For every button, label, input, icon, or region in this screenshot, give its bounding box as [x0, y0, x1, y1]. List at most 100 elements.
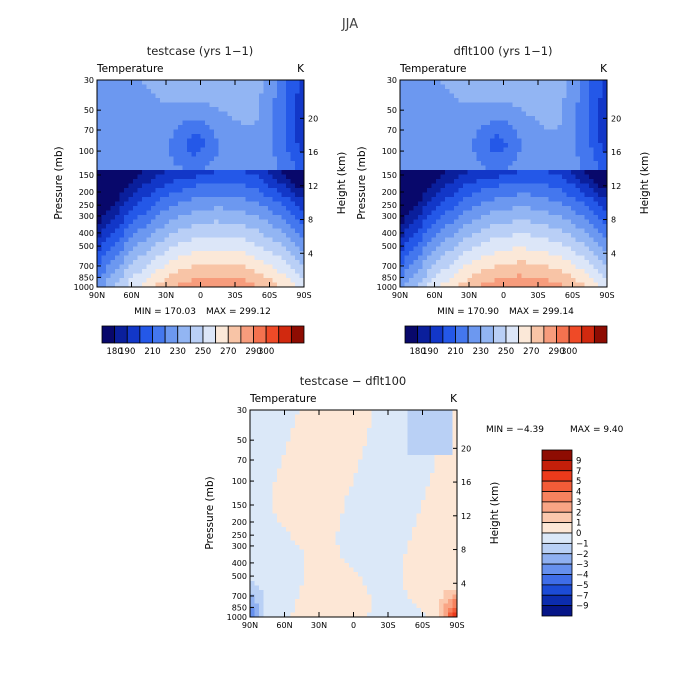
field-cell: [440, 260, 446, 266]
field-cell: [119, 120, 125, 126]
field-cell: [508, 228, 514, 234]
field-cell: [101, 161, 107, 167]
field-cell: [530, 129, 536, 135]
field-cell: [571, 107, 577, 113]
field-cell: [223, 215, 229, 221]
field-cell: [169, 206, 175, 212]
field-cell: [481, 80, 487, 86]
field-cell: [503, 161, 509, 167]
field-cell: [530, 269, 536, 275]
field-cell: [169, 192, 175, 198]
field-cell: [133, 215, 139, 221]
field-cell: [236, 102, 242, 108]
field-cell: [449, 120, 455, 126]
field-cell: [508, 111, 514, 117]
field-cell: [250, 255, 256, 261]
field-cell: [205, 129, 211, 135]
field-cell: [268, 459, 274, 465]
field-cell: [277, 264, 283, 270]
field-cell: [571, 228, 577, 234]
field-cell: [562, 242, 568, 248]
field-cell: [575, 156, 581, 162]
field-cell: [290, 446, 296, 452]
field-cell: [245, 116, 251, 122]
field-cell: [277, 224, 283, 230]
field-cell: [512, 206, 518, 212]
y-tick-label: 1000: [74, 283, 94, 292]
field-cell: [584, 98, 590, 104]
field-cell: [146, 188, 152, 194]
field-cell: [548, 138, 554, 144]
panel-dflt100: dflt100 (yrs 1−1) Temperature K 90N 60N 30…: [356, 44, 651, 357]
field-cell: [254, 545, 260, 551]
field-cell: [530, 224, 536, 230]
field-cell: [232, 197, 238, 203]
field-cell: [155, 147, 161, 153]
field-cell: [137, 156, 143, 162]
field-cell: [485, 116, 491, 122]
field-cell: [449, 161, 455, 167]
field-cell: [178, 98, 184, 104]
field-cell: [593, 116, 599, 122]
field-cell: [427, 165, 433, 171]
field-cell: [169, 219, 175, 225]
field-cell: [169, 156, 175, 162]
field-cell: [115, 206, 121, 212]
field-cell: [508, 233, 514, 239]
field-cell: [295, 165, 301, 171]
field-cell: [436, 170, 442, 176]
field-cell: [427, 143, 433, 149]
field-cell: [304, 491, 310, 497]
field-cell: [299, 264, 304, 270]
field-cell: [440, 228, 446, 234]
field-cell: [539, 264, 545, 270]
field-cell: [272, 464, 278, 470]
field-cell: [440, 147, 446, 153]
field-cell: [422, 161, 428, 167]
colorbar-swatch: [404, 325, 419, 344]
field-cell: [454, 174, 460, 180]
field-cell: [602, 80, 607, 86]
field-cell: [571, 93, 577, 99]
field-cell: [463, 228, 469, 234]
field-cell: [476, 210, 482, 216]
field-cell: [196, 143, 202, 149]
field-cell: [481, 120, 487, 126]
field-cell: [191, 80, 197, 86]
field-cell: [232, 116, 238, 122]
field-cell: [286, 233, 292, 239]
field-cell: [436, 219, 442, 225]
field-cell: [463, 143, 469, 149]
field-cell: [263, 612, 269, 617]
field-cell: [458, 197, 464, 203]
field-cell: [277, 590, 283, 596]
field-cell: [409, 120, 415, 126]
field-cell: [196, 237, 202, 243]
field-cell: [160, 116, 166, 122]
field-cell: [281, 165, 287, 171]
field-cell: [472, 219, 478, 225]
field-cell: [295, 558, 301, 564]
field-cell: [128, 125, 134, 131]
field-cell: [254, 183, 260, 189]
field-cell: [404, 260, 410, 266]
field-cell: [409, 278, 415, 284]
field-cell: [422, 255, 428, 261]
field-cell: [580, 183, 586, 189]
y2-tick-label: 4: [611, 249, 616, 258]
field-cell: [223, 116, 229, 122]
field-cell: [250, 608, 256, 614]
field-cell: [101, 273, 107, 279]
field-cell: [580, 138, 586, 144]
field-cell: [160, 161, 166, 167]
field-cell: [290, 161, 296, 167]
field-cell: [200, 120, 206, 126]
field-cell: [562, 233, 568, 239]
field-cell: [119, 264, 125, 270]
field-cell: [445, 201, 451, 207]
colorbar-swatch: [202, 325, 217, 344]
field-cell: [422, 269, 428, 275]
field-cell: [187, 237, 193, 243]
field-cell: [286, 192, 292, 198]
field-cell: [245, 84, 251, 90]
